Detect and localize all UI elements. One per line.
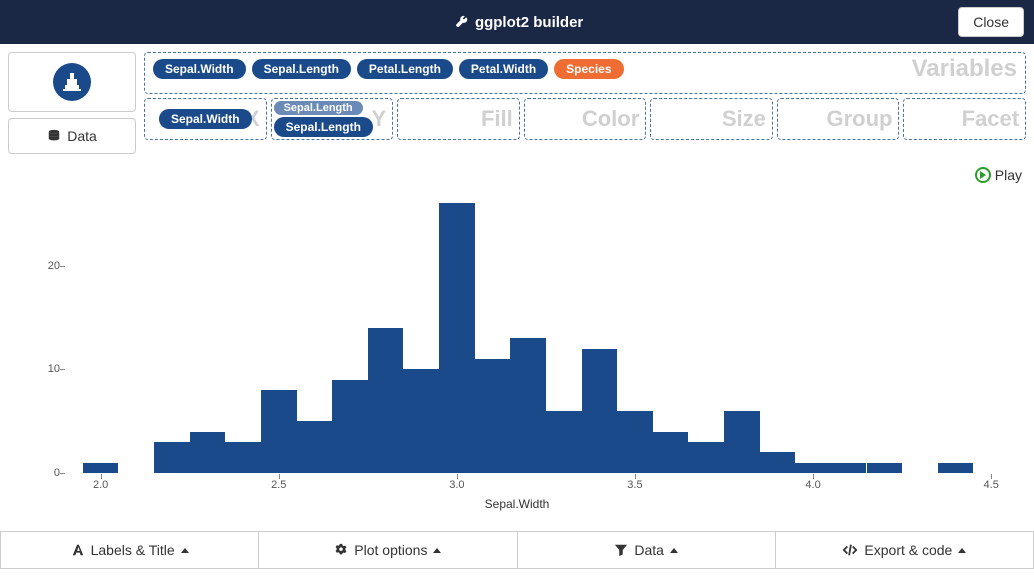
variables-box[interactable]: Variables Sepal.Width Sepal.Length Petal.L… (144, 52, 1026, 94)
y-tick-label: 10 (10, 363, 60, 375)
gears-icon (334, 543, 348, 557)
bottom-tabs: Labels & Title Plot options Data Export & c… (0, 531, 1034, 569)
histogram-bar (154, 442, 190, 473)
histogram-bar (297, 421, 333, 473)
histogram-bar (510, 338, 546, 473)
histogram-bar (653, 432, 689, 473)
y-tick-label: 0 (10, 467, 60, 479)
histogram-bar (368, 328, 404, 473)
ghost-pill: Sepal.Length (274, 101, 363, 115)
histogram-bar (831, 463, 867, 473)
x-tick-label: 4.0 (805, 479, 820, 491)
variable-pill[interactable]: Sepal.Length (252, 59, 351, 79)
histogram-bar (617, 411, 653, 473)
play-button[interactable]: Play (975, 167, 1022, 183)
dropzone-group[interactable]: Group (777, 98, 900, 140)
y-tick-label: 20 (10, 260, 60, 272)
header: ggplot2 builder Close (0, 0, 1034, 44)
dropzone-label: Fill (481, 106, 513, 132)
data-button[interactable]: Data (8, 118, 136, 154)
dropzone-x[interactable]: XSepal.Width (144, 98, 267, 140)
dropzone-size[interactable]: Size (650, 98, 773, 140)
x-tick-label: 2.5 (271, 479, 286, 491)
bottom-tab[interactable]: Data (518, 532, 776, 569)
filter-icon (614, 543, 628, 557)
histogram-bar (403, 369, 439, 473)
histogram-bar (795, 463, 831, 473)
x-tick-label: 4.5 (984, 479, 999, 491)
dropzones-row: XSepal.WidthYSepal.LengthSepal.LengthFil… (144, 98, 1026, 140)
variable-pill[interactable]: Sepal.Width (153, 59, 246, 79)
x-axis-title: Sepal.Width (485, 497, 550, 511)
histogram-bar (190, 432, 226, 473)
caret-up-icon (181, 548, 189, 553)
dropzone-pill[interactable]: Sepal.Width (159, 109, 252, 129)
bottom-tab[interactable]: Labels & Title (0, 532, 259, 569)
chart-type-button[interactable] (8, 52, 136, 112)
histogram-bar (760, 452, 796, 473)
variable-pill[interactable]: Species (554, 59, 623, 79)
wrench-icon (455, 15, 469, 29)
dropzone-color[interactable]: Color (524, 98, 647, 140)
variables-box-label: Variables (912, 55, 1017, 83)
tab-label: Plot options (354, 542, 427, 558)
caret-up-icon (958, 548, 966, 553)
code-icon (842, 543, 858, 557)
histogram-bar (867, 463, 903, 473)
bottom-tab[interactable]: Plot options (259, 532, 517, 569)
header-title: ggplot2 builder (80, 14, 958, 31)
histogram-bar (724, 411, 760, 473)
dropzone-label: Group (826, 106, 892, 132)
dropzone-label: Facet (962, 106, 1019, 132)
histogram-bar (261, 390, 297, 473)
histogram-bar (938, 463, 974, 473)
histogram-bar (225, 442, 261, 473)
caret-up-icon (433, 548, 441, 553)
histogram-chart: Sepal.Width 0 10 20 2.0 2.5 3.0 3.5 4.0 4.5 (10, 183, 1024, 523)
variable-pill[interactable]: Petal.Width (459, 59, 548, 79)
distribution-icon (53, 63, 91, 101)
tab-label: Export & code (864, 542, 952, 558)
histogram-bar (582, 349, 618, 473)
x-tick-label: 3.5 (627, 479, 642, 491)
dropzone-y[interactable]: YSepal.LengthSepal.Length (271, 98, 394, 140)
dropzone-fill[interactable]: Fill (397, 98, 520, 140)
histogram-bar (332, 380, 368, 473)
histogram-bar (688, 442, 724, 473)
font-icon (71, 543, 85, 557)
histogram-bar (546, 411, 582, 473)
tab-label: Data (634, 542, 664, 558)
dropzone-label: Size (722, 106, 766, 132)
dropzone-facet[interactable]: Facet (903, 98, 1026, 140)
dropzone-pill[interactable]: Sepal.Length (274, 117, 373, 137)
left-sidebar: Data (8, 52, 136, 154)
x-tick-label: 2.0 (93, 479, 108, 491)
database-icon (47, 129, 61, 143)
dropzone-label: Color (582, 106, 639, 132)
histogram-bar (475, 359, 511, 473)
histogram-bar (439, 203, 475, 473)
play-icon (975, 167, 991, 183)
x-tick-label: 3.0 (449, 479, 464, 491)
histogram-bar (83, 463, 119, 473)
close-button[interactable]: Close (958, 7, 1024, 37)
bottom-tab[interactable]: Export & code (776, 532, 1034, 569)
data-button-label: Data (67, 128, 97, 144)
tab-label: Labels & Title (91, 542, 175, 558)
play-label: Play (995, 167, 1022, 183)
variable-pill[interactable]: Petal.Length (357, 59, 453, 79)
caret-up-icon (670, 548, 678, 553)
dropzone-label: Y (371, 106, 386, 132)
header-title-text: ggplot2 builder (475, 14, 583, 31)
